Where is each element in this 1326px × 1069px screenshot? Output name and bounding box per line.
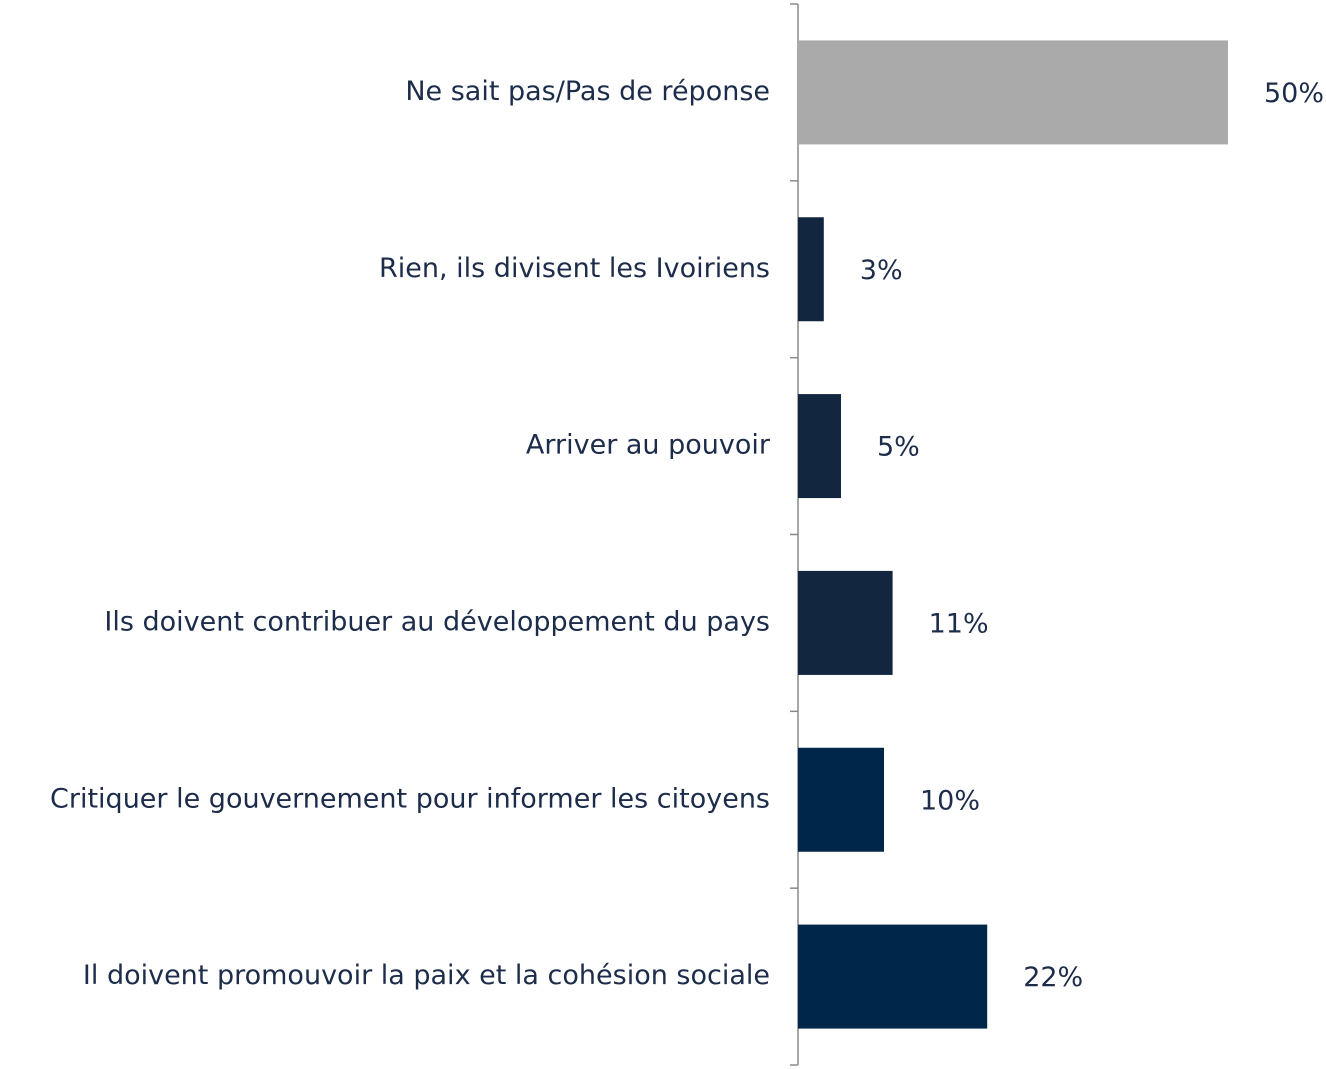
value-label: 22%: [1023, 962, 1083, 993]
bar: [798, 924, 988, 1029]
category-label: Rien, ils divisent les Ivoiriens: [379, 253, 770, 284]
category-label: Ne sait pas/Pas de réponse: [405, 76, 770, 107]
category-label: Il doivent promouvoir la paix et la cohé…: [83, 960, 770, 991]
bar: [798, 394, 841, 499]
category-label: Arriver au pouvoir: [526, 430, 771, 461]
value-label: 50%: [1264, 78, 1324, 109]
bar: [798, 40, 1228, 145]
bar: [798, 570, 893, 675]
category-label: Ils doivent contribuer au développement …: [104, 606, 770, 637]
value-label: 3%: [860, 255, 903, 286]
bar: [798, 747, 884, 852]
value-label: 10%: [920, 785, 980, 816]
value-label: 11%: [929, 608, 989, 639]
value-label: 5%: [877, 432, 920, 463]
bar: [798, 217, 824, 322]
category-label: Critiquer le gouvernement pour informer …: [50, 783, 770, 814]
